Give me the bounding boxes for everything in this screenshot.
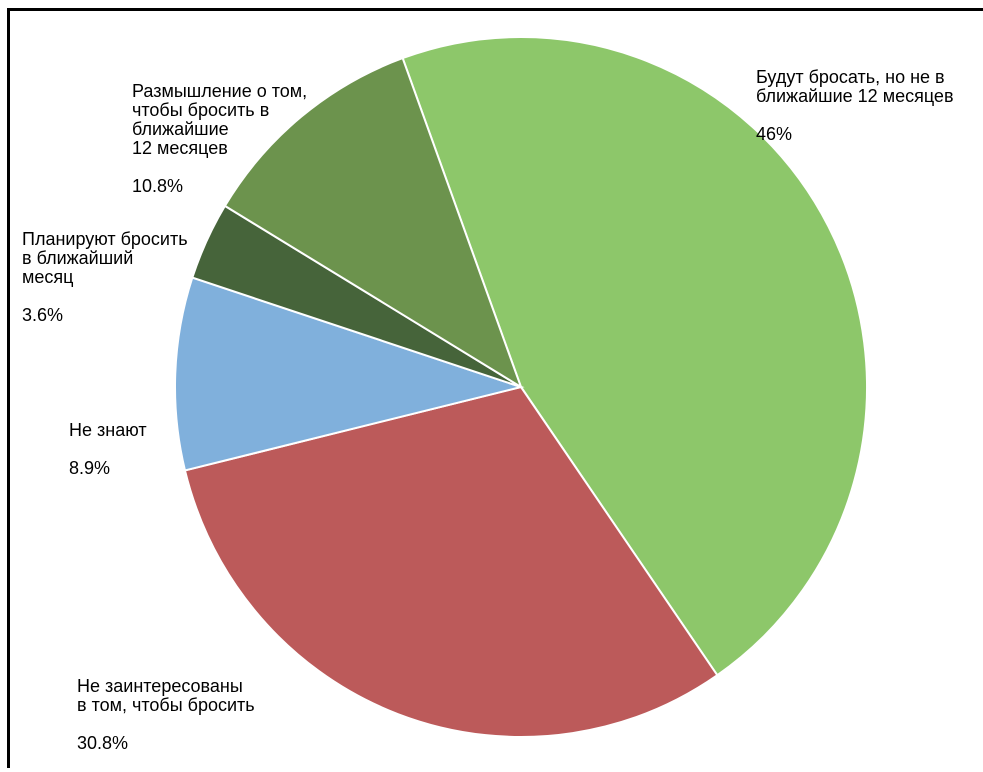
slice-label-name: Планируют бросить в ближайший месяц — [22, 229, 188, 287]
slice-label-not-interested: Не заинтересованы в том, чтобы бросить 3… — [77, 658, 255, 772]
pie-slices — [174, 36, 868, 738]
slice-label-name: Не знают — [69, 420, 147, 440]
slice-label-percent: 30.8% — [77, 733, 129, 753]
slice-label-thinking-quit-12m: Размышление о том, чтобы бросить в ближа… — [132, 63, 307, 215]
slice-label-name: Будут бросать, но не в ближайшие 12 меся… — [756, 67, 954, 106]
slice-label-name: Размышление о том, чтобы бросить в ближа… — [132, 81, 308, 158]
slice-label-percent: 46% — [756, 124, 793, 144]
slice-label-name: Не заинтересованы в том, чтобы бросить — [77, 676, 255, 715]
slice-thinking-quit-12m — [223, 56, 523, 390]
slice-label-plan-quit-month: Планируют бросить в ближайший месяц 3.6% — [22, 211, 188, 344]
slice-label-will-quit-later: Будут бросать, но не в ближайшие 12 меся… — [756, 49, 954, 163]
slice-label-percent: 8.9% — [69, 458, 111, 478]
slice-dont-know — [174, 276, 525, 472]
chart-frame — [7, 8, 983, 768]
slice-not-interested — [183, 385, 719, 738]
slice-will-quit-later — [401, 36, 868, 677]
slice-label-percent: 10.8% — [132, 176, 184, 196]
slice-label-dont-know: Не знают 8.9% — [69, 402, 147, 497]
slice-label-percent: 3.6% — [22, 305, 64, 325]
